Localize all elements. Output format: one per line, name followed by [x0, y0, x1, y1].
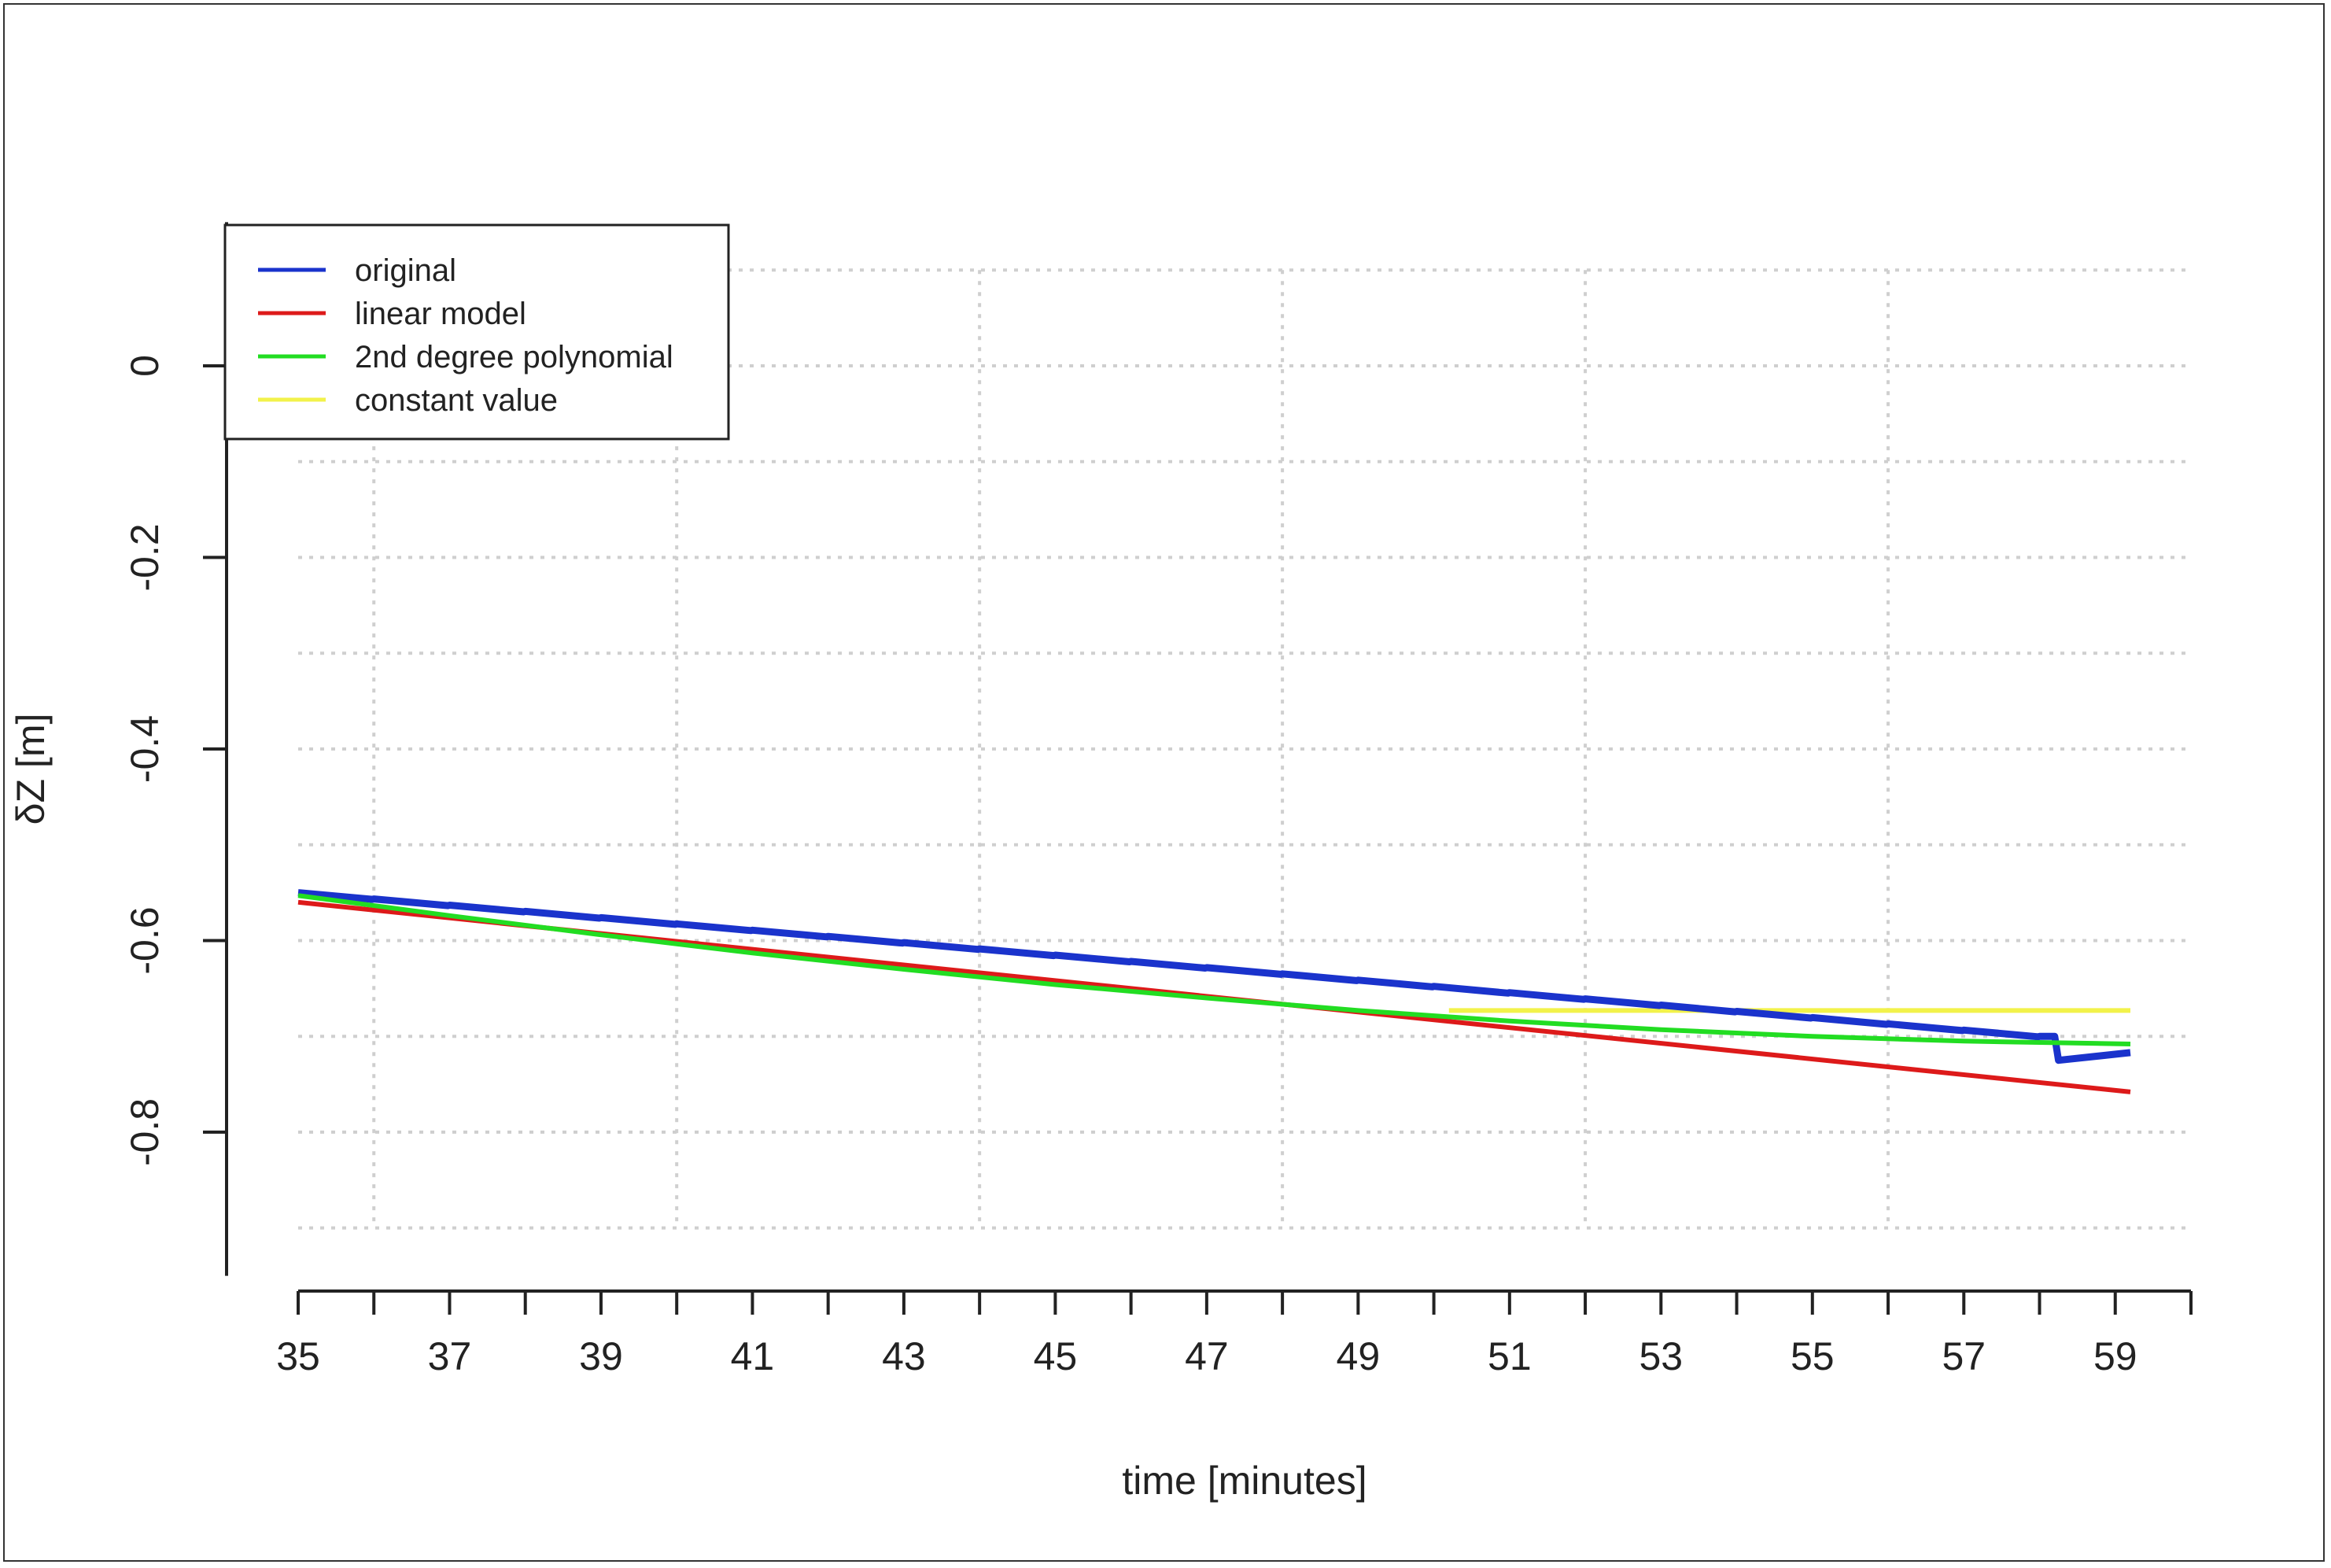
y-tick-label: -0.8 — [123, 1098, 167, 1166]
x-tick-label: 53 — [1639, 1334, 1684, 1378]
x-tick-label: 57 — [1942, 1334, 1986, 1378]
legend-box — [223, 223, 730, 441]
x-tick-label: 47 — [1185, 1334, 1229, 1378]
x-tick-label: 41 — [731, 1334, 775, 1378]
chart-frame: 35 37 39 41 43 45 47 49 51 53 55 57 59 0 -0.2 -0.4 -0.6 -… — [3, 3, 2325, 1562]
x-tick-label: 43 — [882, 1334, 926, 1378]
line-chart: 35 37 39 41 43 45 47 49 51 53 55 57 59 0 -0.2 -0.4 -0.6 -… — [9, 222, 2193, 1503]
legend: original linear model 2nd degree polynomia… — [223, 223, 730, 441]
x-tick-label: 35 — [276, 1334, 320, 1378]
x-tick-label: 45 — [1034, 1334, 1078, 1378]
x-tick-label: 51 — [1488, 1334, 1532, 1378]
y-tick-label: -0.4 — [123, 715, 167, 783]
series — [297, 889, 2131, 1094]
y-tick-label: 0 — [123, 355, 167, 377]
x-tick-label: 39 — [579, 1334, 623, 1378]
y-tick-label: -0.6 — [123, 906, 167, 974]
legend-label: linear model — [355, 297, 526, 331]
legend-label: 2nd degree polynomial — [355, 340, 673, 374]
axes: 35 37 39 41 43 45 47 49 51 53 55 57 59 0 -0.2 -0.4 -0.6 -… — [123, 222, 2193, 1378]
x-tick-label: 49 — [1337, 1334, 1381, 1378]
x-tick-label: 59 — [2093, 1334, 2137, 1378]
grid — [298, 268, 2191, 1230]
series-line-2nd-degree-polynomial — [297, 893, 2131, 1046]
legend-label: original — [355, 253, 456, 288]
legend-label: constant value — [355, 383, 558, 418]
y-tick-label: -0.2 — [123, 523, 167, 591]
y-axis-title: δZ [m] — [9, 714, 53, 825]
x-tick-label: 37 — [428, 1334, 472, 1378]
x-axis-title: time [minutes] — [1122, 1459, 1367, 1503]
x-tick-label: 55 — [1791, 1334, 1835, 1378]
series-line-original — [297, 889, 2131, 1064]
